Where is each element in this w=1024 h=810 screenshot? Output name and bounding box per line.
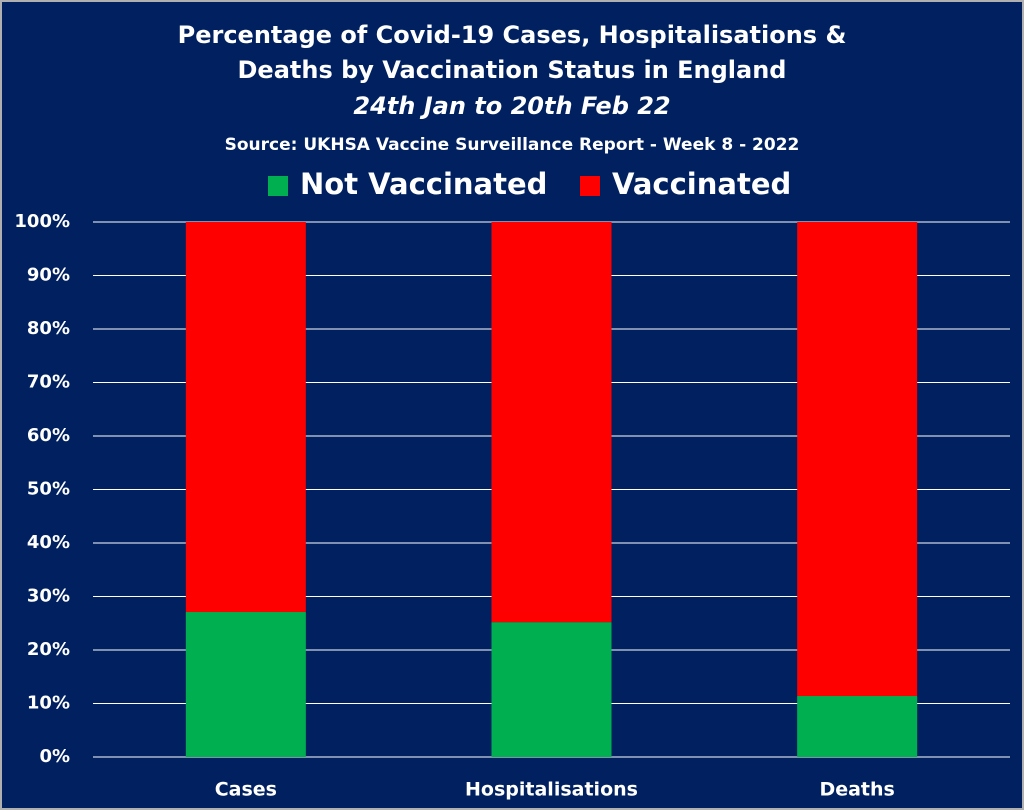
- x-tick-label: Hospitalisations: [465, 779, 638, 801]
- y-tick-label: 70%: [27, 372, 70, 393]
- bar-segment: [185, 612, 306, 757]
- y-tick-label: 0%: [39, 746, 70, 767]
- chart-source: Source: UKHSA Vaccine Surveillance Repor…: [225, 135, 800, 155]
- bar-segment: [491, 222, 612, 623]
- bar-segment: [185, 222, 306, 613]
- legend-label: Vaccinated: [612, 167, 791, 201]
- y-tick-label: 10%: [27, 693, 70, 714]
- x-tick-label: Cases: [215, 779, 277, 801]
- chart-subtitle: 24th Jan to 20th Feb 22: [353, 92, 670, 120]
- legend-swatch: [268, 176, 288, 196]
- bar-segment: [491, 622, 612, 757]
- bar-segment: [797, 696, 918, 757]
- y-tick-label: 90%: [27, 265, 70, 286]
- y-tick-label: 20%: [27, 639, 70, 660]
- y-tick-label: 60%: [27, 425, 70, 446]
- y-tick-label: 30%: [27, 586, 70, 607]
- legend-swatch: [580, 176, 600, 196]
- legend-label: Not Vaccinated: [300, 167, 547, 201]
- chart-title: Percentage of Covid-19 Cases, Hospitalis…: [178, 21, 847, 49]
- bar-segment: [797, 222, 918, 697]
- chart-title: Deaths by Vaccination Status in England: [238, 56, 787, 84]
- y-tick-label: 100%: [14, 211, 70, 232]
- y-tick-label: 40%: [27, 532, 70, 553]
- x-tick-label: Deaths: [819, 779, 894, 801]
- y-tick-label: 80%: [27, 318, 70, 339]
- y-tick-label: 50%: [27, 479, 70, 500]
